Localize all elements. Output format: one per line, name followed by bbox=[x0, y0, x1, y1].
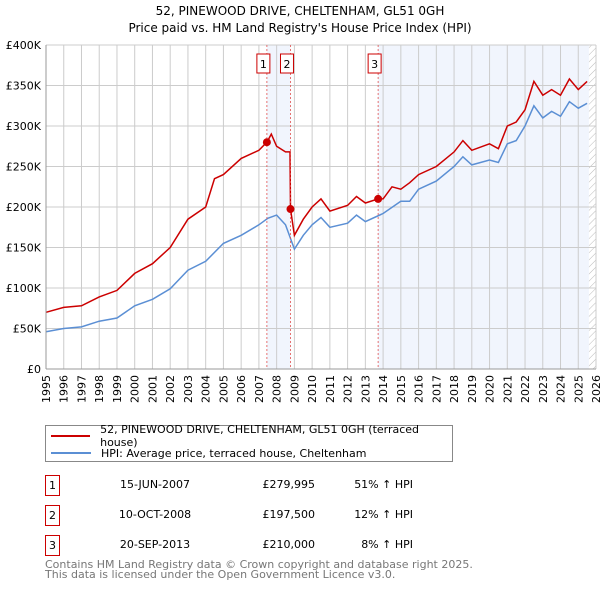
legend-swatch-blue bbox=[51, 452, 91, 454]
x-tick-label: 2010 bbox=[306, 375, 319, 403]
footer-line: This data is licensed under the Open Gov… bbox=[45, 568, 396, 581]
legend-swatch-red bbox=[51, 435, 91, 437]
sale-point bbox=[262, 138, 271, 147]
chart-title: 52, PINEWOOD DRIVE, CHELTENHAM, GL51 0GH bbox=[156, 4, 445, 18]
sale-hpi: 12% ↑ HPI bbox=[354, 508, 413, 521]
sale-price: £210,000 bbox=[262, 538, 316, 551]
sale-date: 15-JUN-2007 bbox=[119, 478, 191, 491]
x-tick-label: 2021 bbox=[501, 375, 514, 403]
x-tick-label: 2016 bbox=[413, 375, 426, 403]
series-line bbox=[45, 77, 588, 314]
sale-label: 1 bbox=[260, 58, 267, 71]
x-tick-label: 2002 bbox=[164, 375, 177, 403]
x-tick-label: 2007 bbox=[253, 375, 266, 403]
footer: Contains HM Land Registry data © Crown c… bbox=[45, 558, 473, 581]
legend-label: HPI: Average price, terraced house, Chel… bbox=[101, 446, 367, 460]
x-tick-label: 2004 bbox=[200, 375, 213, 403]
x-tick-label: 2019 bbox=[466, 375, 479, 403]
table-row: 1 15-JUN-2007 £279,995 51% ↑ HPI bbox=[45, 475, 465, 496]
sale-badge: 1 bbox=[45, 475, 60, 496]
y-tick-label: £100K bbox=[6, 282, 42, 295]
x-tick-label: 2011 bbox=[324, 375, 337, 403]
x-tick-label: 2008 bbox=[271, 375, 284, 403]
x-tick-label: 2020 bbox=[484, 375, 497, 403]
x-tick-label: 2000 bbox=[129, 375, 142, 403]
x-tick-label: 1997 bbox=[75, 375, 88, 403]
sale-label-box bbox=[256, 53, 271, 74]
y-tick-label: £0 bbox=[27, 363, 41, 376]
x-tick-label: 1995 bbox=[40, 375, 53, 403]
x-tick-label: 1999 bbox=[111, 375, 124, 403]
sale-date: 10-OCT-2008 bbox=[118, 508, 192, 521]
x-tick-label: 2017 bbox=[430, 375, 443, 403]
sale-label: 3 bbox=[371, 58, 378, 71]
legend: 52, PINEWOOD DRIVE, CHELTENHAM, GL51 0GH… bbox=[45, 423, 453, 462]
x-tick-label: 2015 bbox=[395, 375, 408, 403]
x-tick-label: 2023 bbox=[537, 375, 550, 403]
x-tick-label: 2026 bbox=[590, 375, 600, 403]
sale-price: £197,500 bbox=[262, 508, 316, 521]
table-row: 2 10-OCT-2008 £197,500 12% ↑ HPI bbox=[45, 505, 465, 526]
series-line bbox=[45, 100, 588, 333]
x-tick-label: 2025 bbox=[572, 375, 585, 403]
y-tick-label: £400K bbox=[6, 39, 42, 52]
x-tick-label: 1996 bbox=[58, 375, 71, 403]
x-tick-label: 2001 bbox=[146, 375, 159, 403]
legend-item-hpi: HPI: Average price, terraced house, Chel… bbox=[51, 445, 366, 461]
x-tick-label: 2024 bbox=[555, 375, 568, 403]
x-tick-label: 2022 bbox=[519, 375, 532, 403]
y-tick-label: £50K bbox=[13, 323, 42, 336]
footer-line: Contains HM Land Registry data © Crown c… bbox=[45, 558, 473, 571]
y-tick-label: £150K bbox=[6, 242, 42, 255]
legend-item-property: 52, PINEWOOD DRIVE, CHELTENHAM, GL51 0GH… bbox=[51, 423, 452, 449]
x-tick-label: 1998 bbox=[93, 375, 106, 403]
sale-point bbox=[286, 205, 295, 214]
y-tick-label: £200K bbox=[6, 201, 42, 214]
x-tick-label: 2006 bbox=[235, 375, 248, 403]
x-tick-label: 2018 bbox=[448, 375, 461, 403]
price-chart: 52, PINEWOOD DRIVE, CHELTENHAM, GL51 0GH… bbox=[6, 4, 600, 403]
sale-badge: 2 bbox=[45, 505, 60, 526]
x-tick-label: 2009 bbox=[288, 375, 301, 403]
y-tick-label: £350K bbox=[6, 80, 42, 93]
sale-date: 20-SEP-2013 bbox=[119, 538, 191, 551]
y-tick-label: £250K bbox=[6, 161, 42, 174]
x-tick-label: 2012 bbox=[342, 375, 355, 403]
sale-label-box bbox=[279, 53, 294, 74]
x-tick-label: 2014 bbox=[377, 375, 390, 403]
sale-badge: 3 bbox=[45, 535, 60, 556]
x-tick-label: 2005 bbox=[217, 375, 230, 403]
chart-subtitle: Price paid vs. HM Land Registry's House … bbox=[128, 21, 471, 35]
x-tick-label: 2013 bbox=[359, 375, 372, 403]
table-row: 3 20-SEP-2013 £210,000 8% ↑ HPI bbox=[45, 535, 465, 556]
sale-label-box bbox=[367, 53, 382, 74]
legend-label: 52, PINEWOOD DRIVE, CHELTENHAM, GL51 0GH… bbox=[100, 423, 420, 449]
sale-hpi: 51% ↑ HPI bbox=[354, 478, 413, 491]
sale-label: 2 bbox=[283, 58, 290, 71]
sale-point bbox=[374, 194, 383, 203]
x-tick-label: 2003 bbox=[182, 375, 195, 403]
sale-hpi: 8% ↑ HPI bbox=[361, 538, 413, 551]
y-tick-label: £300K bbox=[6, 120, 42, 133]
sale-price: £279,995 bbox=[262, 478, 316, 491]
